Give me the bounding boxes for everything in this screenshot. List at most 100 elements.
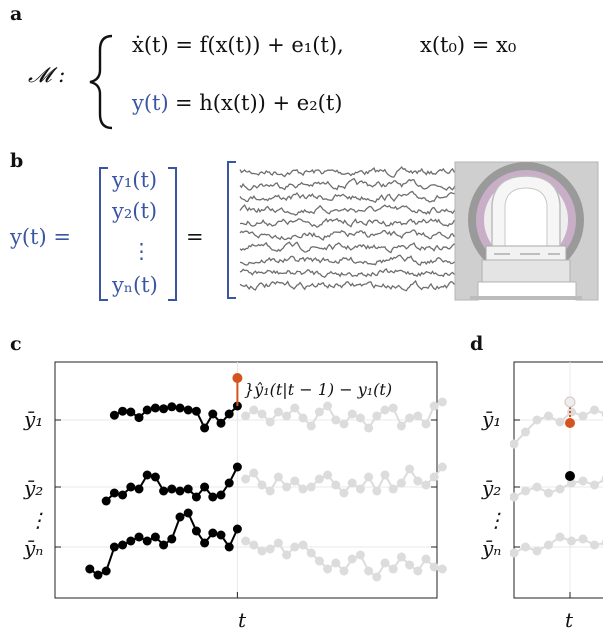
signal-trace — [239, 177, 457, 192]
observed-data-point — [93, 570, 103, 580]
data-point — [532, 482, 542, 492]
observed-data-point — [134, 484, 144, 494]
y-tick-label: ȳₙ — [481, 536, 501, 560]
data-point — [510, 492, 519, 502]
future-data-point — [331, 480, 341, 490]
vector-entry: y₂(t) — [111, 199, 157, 223]
mri-scanner-icon — [454, 161, 599, 301]
future-data-point — [405, 560, 415, 570]
future-data-point — [421, 480, 431, 490]
observed-data-point — [175, 403, 185, 413]
signal-trace — [239, 217, 457, 228]
data-point — [532, 415, 542, 425]
panel-c-plot: t ȳ₁ ȳ₂ ⋮ ȳₙ }ŷ₁(t|t − 1) − y₁(t) — [23, 361, 447, 630]
observed-data-point — [101, 496, 111, 506]
equals-sign: = — [186, 225, 204, 249]
data-point — [590, 405, 599, 415]
data-point — [578, 476, 588, 486]
observed-data-point — [200, 482, 210, 492]
future-data-point — [314, 474, 324, 484]
future-data-point — [437, 462, 447, 472]
future-data-point — [323, 564, 333, 574]
observed-data-point — [200, 423, 210, 433]
panel-d-plot: t ȳ₁ ȳ₂ ⋮ ȳₙ — [481, 361, 603, 630]
signal-trace — [239, 241, 456, 254]
data-point — [544, 540, 553, 550]
future-data-point — [298, 484, 308, 494]
observed-data-point — [85, 564, 95, 574]
future-data-point — [273, 472, 283, 482]
data-point — [555, 417, 565, 427]
observed-data-point — [159, 486, 169, 496]
observed-data-point — [118, 490, 128, 500]
observed-data-point — [191, 406, 201, 416]
data-point — [555, 532, 565, 542]
panel-c-label: c — [10, 333, 22, 355]
observed-data-point — [118, 540, 128, 550]
y-tick-label: ȳ₂ — [481, 476, 501, 500]
vector-ellipsis: ⋮ — [131, 239, 152, 263]
signal-traces — [239, 166, 457, 292]
future-data-point — [282, 482, 292, 492]
x-tick-label: t — [565, 608, 574, 630]
future-data-point — [290, 403, 300, 413]
future-data-point — [273, 407, 283, 417]
future-data-point — [380, 470, 390, 480]
data-point — [578, 534, 588, 544]
future-data-point — [282, 550, 292, 560]
observed-data-point — [142, 536, 152, 546]
future-data-point — [282, 411, 292, 421]
observed-data-point — [216, 530, 226, 540]
observed-data-point — [175, 486, 185, 496]
y-tick-label: ⋮ — [486, 508, 506, 532]
observed-data-point — [142, 405, 152, 415]
panel-a-label: a — [10, 3, 22, 25]
data-point — [510, 548, 519, 558]
prediction-error-annotation: }ŷ₁(t|t − 1) − y₁(t) — [244, 380, 392, 399]
future-data-point — [306, 482, 316, 492]
future-data-point — [331, 558, 341, 568]
observation-equation: = h(x(t)) + e₂(t) — [175, 91, 342, 115]
observed-data-point — [565, 471, 575, 481]
data-point — [544, 411, 553, 421]
future-data-point — [421, 554, 431, 564]
data-point — [532, 546, 542, 556]
future-data-point — [355, 550, 365, 560]
state-equation: ẋ(t) = f(x(t)) + e₁(t), — [132, 33, 344, 57]
series-layer — [85, 373, 447, 582]
future-data-point — [314, 407, 324, 417]
signal-bracket-icon — [227, 161, 236, 299]
future-data-point — [413, 566, 423, 576]
x-tick-label: t — [238, 608, 247, 630]
predicted-data-point — [565, 418, 575, 428]
observed-data-point — [109, 410, 119, 420]
data-point — [521, 427, 530, 437]
future-data-point — [364, 423, 374, 433]
observed-data-point — [167, 484, 177, 494]
future-data-point — [388, 403, 398, 413]
observed-data-point — [159, 540, 169, 550]
future-data-point — [241, 536, 251, 546]
future-data-point — [249, 540, 259, 550]
future-data-point — [396, 478, 406, 488]
data-point — [544, 488, 553, 498]
observed-data-point — [126, 407, 136, 417]
observed-data-point — [216, 490, 226, 500]
future-data-point — [265, 417, 275, 427]
vector-entry: y₁(t) — [111, 168, 157, 192]
output-vector-lhs: y(t) = — [9, 225, 71, 249]
future-data-point — [429, 472, 439, 482]
observed-data-point — [183, 484, 193, 494]
initial-condition: x(t₀) = x₀ — [420, 33, 516, 57]
series-line — [513, 408, 603, 445]
observed-data-point — [224, 542, 234, 552]
vector-entry: yₙ(t) — [111, 273, 158, 297]
signal-trace — [239, 254, 456, 266]
future-data-point — [249, 468, 259, 478]
brace-icon — [89, 34, 113, 130]
future-data-point — [331, 415, 341, 425]
data-point — [567, 407, 576, 417]
signal-trace — [239, 279, 456, 292]
future-data-point — [437, 564, 447, 574]
data-point — [510, 439, 519, 449]
